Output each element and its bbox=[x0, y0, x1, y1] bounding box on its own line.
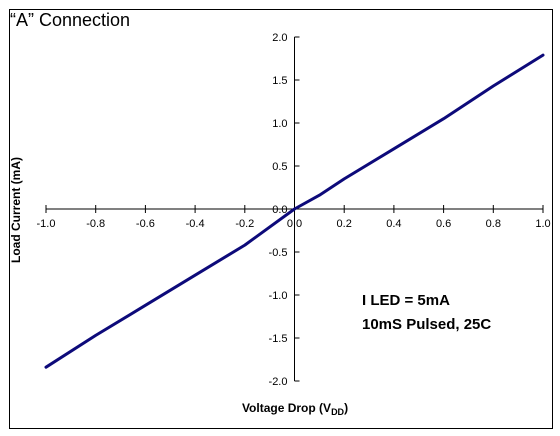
y-tick-label: 0.0 bbox=[272, 204, 287, 216]
x-axis-title-main: Voltage Drop (V bbox=[242, 401, 331, 415]
y-tick-label: 2.0 bbox=[272, 32, 287, 44]
x-tick-label: -0.2 bbox=[235, 218, 254, 230]
x-axis-title-subscript: DD bbox=[331, 407, 344, 417]
series-layer bbox=[44, 53, 545, 369]
x-tick-label: 0.4 bbox=[386, 218, 401, 230]
series-line bbox=[44, 53, 545, 369]
x-tick-label: -1.0 bbox=[37, 218, 56, 230]
x-tick-label: 0.8 bbox=[486, 218, 501, 230]
y-axis-title: Load Current (mA) bbox=[10, 157, 23, 263]
x-tick-label: -0.4 bbox=[186, 218, 205, 230]
y-tick-label: -1.5 bbox=[269, 333, 288, 345]
chart-frame: “A” Connection -1.0 -0.8 -0.6 -0.4 -0.2 0.0 0.… bbox=[9, 9, 553, 429]
annotation-led-current: I LED = 5mA bbox=[362, 292, 450, 309]
x-tick-label: 1.0 bbox=[535, 218, 550, 230]
x-tick-label: -0.8 bbox=[86, 218, 105, 230]
x-tick-label: -0.6 bbox=[136, 218, 155, 230]
chart-title: “A” Connection bbox=[10, 10, 130, 30]
x-tick-label: 0.0 bbox=[287, 218, 302, 230]
x-axis-title-end: ) bbox=[344, 401, 348, 415]
x-tick-label: 0.6 bbox=[436, 218, 451, 230]
y-tick-label: -1.0 bbox=[269, 290, 288, 302]
y-tick-label: 0.5 bbox=[272, 161, 287, 173]
y-tick-label: 1.5 bbox=[272, 75, 287, 87]
y-tick-label: 1.0 bbox=[272, 118, 287, 130]
x-axis-ticks: -1.0 -0.8 -0.6 -0.4 -0.2 0.0 0.2 0.4 0.6 0.8 1.0 bbox=[37, 205, 551, 230]
y-tick-label: -0.5 bbox=[269, 247, 288, 259]
annotation-pulse-conditions: 10mS Pulsed, 25C bbox=[362, 316, 491, 333]
chart: “A” Connection -1.0 -0.8 -0.6 -0.4 -0.2 0.0 0.… bbox=[10, 10, 551, 417]
x-axis-title: Voltage Drop (VDD) bbox=[242, 401, 348, 417]
x-tick-label: 0.2 bbox=[337, 218, 352, 230]
y-axis-ticks: 2.0 1.5 1.0 0.5 0.0 -0.5 -1.0 -1.5 -2.0 bbox=[269, 32, 300, 388]
y-tick-label: -2.0 bbox=[269, 376, 288, 388]
